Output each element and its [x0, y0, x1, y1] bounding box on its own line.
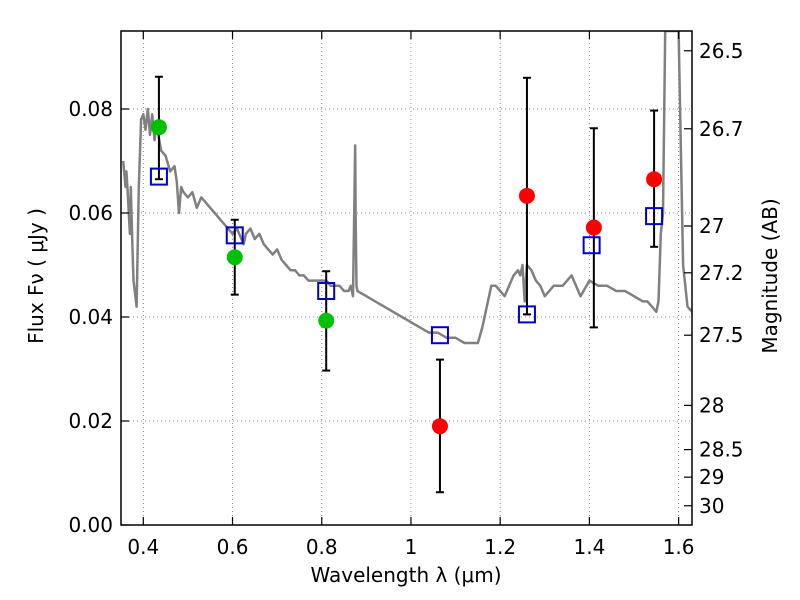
observed-green-point	[226, 249, 243, 266]
y2-tick-label: 26.5	[699, 39, 744, 63]
model-squares	[149, 167, 664, 345]
y2-tick-label: 29	[699, 465, 724, 489]
y2-tick-label: 27.5	[699, 323, 744, 347]
sed-template-line	[121, 31, 692, 345]
y-tick-label: 0.06	[68, 201, 113, 225]
plot-frame	[120, 30, 693, 526]
observed-red-point	[518, 187, 535, 204]
model-square	[582, 236, 601, 255]
y2-tick-label: 30	[699, 494, 724, 518]
y2-tick-label: 27	[699, 214, 724, 238]
y2-tick-label: 28	[699, 393, 724, 417]
x-tick-label: 1.4	[573, 535, 605, 559]
sed-template-layer	[121, 31, 692, 345]
y-tick-label: 0.02	[68, 409, 113, 433]
model-square	[317, 282, 336, 300]
plot-border	[120, 30, 693, 526]
observed-green-point	[318, 312, 335, 329]
y2-axis-ticks: 26.5 26.7 27 27.2 27.5 28 28.5 29 30	[684, 39, 744, 518]
x-tick-label: 0.4	[127, 535, 159, 559]
x-tick-label: 1.2	[484, 535, 516, 559]
y-tick-label: 0.08	[68, 97, 113, 121]
observed-points	[150, 119, 663, 435]
x-tick-label: 0.8	[306, 535, 338, 559]
x-axis-label: Wavelength λ (μm)	[310, 563, 501, 587]
y-axis-ticks: 0.00 0.02 0.04 0.06 0.08	[68, 97, 129, 537]
y2-tick-label: 27.2	[699, 261, 744, 285]
model-square	[517, 305, 536, 324]
x-axis-ticks: 0.4 0.6 0.8 1 1.2 1.4 1.6	[127, 31, 695, 559]
model-square	[225, 226, 244, 245]
observed-red-point	[585, 219, 602, 236]
error-bars	[154, 75, 659, 494]
x-tick-label: 1	[405, 535, 418, 559]
y-tick-label: 0.04	[68, 305, 113, 329]
observed-red-point	[431, 418, 448, 435]
model-square	[149, 167, 168, 186]
y2-tick-label: 26.7	[699, 117, 744, 141]
y-tick-label: 0.00	[68, 513, 113, 537]
model-square	[430, 326, 449, 345]
x-tick-label: 1.6	[663, 535, 695, 559]
observed-green-point	[150, 119, 167, 136]
y-axis-label: Flux Fν ( μJy )	[24, 208, 48, 344]
y2-tick-label: 28.5	[699, 438, 744, 462]
x-tick-label: 0.6	[217, 535, 249, 559]
observed-red-point	[646, 171, 663, 188]
model-square	[645, 207, 664, 226]
grid	[121, 31, 692, 526]
y2-axis-label: Magnitude (AB)	[758, 198, 782, 353]
